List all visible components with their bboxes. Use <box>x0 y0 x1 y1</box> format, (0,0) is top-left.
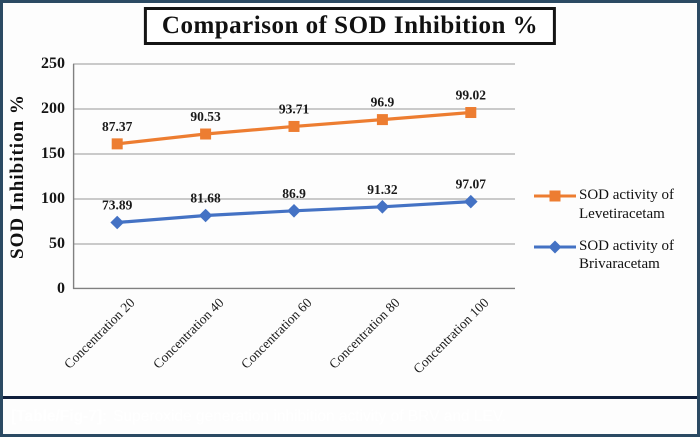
marker-diamond-icon <box>198 208 213 223</box>
plot-area: 87.37 90.53 93.71 96.9 99.02 73.89 81.68 86.9 91… <box>72 63 515 290</box>
data-label: 86.9 <box>282 186 306 201</box>
marker-diamond-icon <box>287 203 301 218</box>
marker-diamond-icon <box>110 215 124 230</box>
chart-title: Comparison of SOD Inhibition % <box>143 7 557 45</box>
data-label: 81.68 <box>190 190 221 205</box>
y-tick-label: 0 <box>57 280 65 297</box>
y-tick-label: 150 <box>41 145 65 162</box>
legend-marker-square-icon <box>534 190 576 202</box>
data-label: 90.53 <box>190 109 221 124</box>
data-label: 97.07 <box>456 177 487 192</box>
y-tick-label: 50 <box>49 235 65 252</box>
legend-label: SOD activity of Brivaracetam <box>579 237 674 273</box>
marker-square-icon <box>111 138 123 150</box>
marker-square-icon <box>376 114 388 126</box>
legend-marker-diamond-icon <box>534 240 576 253</box>
marker-square-icon <box>288 120 300 132</box>
data-label: 91.32 <box>367 182 398 197</box>
marker-square-icon <box>200 128 212 140</box>
marker-square-icon <box>465 107 477 119</box>
data-label: 93.71 <box>279 101 310 116</box>
legend-item: SOD activity of Levetiracetam <box>534 186 697 224</box>
figure-caption: [Table/Fig-7]: Superoxide generation inh… <box>3 396 697 434</box>
y-tick-label: 250 <box>41 55 65 72</box>
marker-diamond-icon <box>375 200 390 214</box>
data-label: 73.89 <box>102 197 133 212</box>
y-axis-title: SOD Inhibition % <box>7 94 28 259</box>
data-label: 87.37 <box>102 119 133 134</box>
y-tick-label: 200 <box>41 100 65 117</box>
data-label: 99.02 <box>456 88 487 103</box>
caption-text: Superoxide generation inhibition activit… <box>113 407 507 425</box>
legend-label: SOD activity of Levetiracetam <box>579 187 674 222</box>
data-label: 96.9 <box>371 95 395 110</box>
legend: SOD activity of Levetiracetam SOD activit… <box>534 186 697 275</box>
legend-item: SOD activity of Brivaracetam <box>534 237 697 275</box>
marker-diamond-icon <box>464 194 478 209</box>
caption-label: [Table/Fig-7]: <box>11 407 108 425</box>
y-tick-label: 100 <box>41 190 65 207</box>
